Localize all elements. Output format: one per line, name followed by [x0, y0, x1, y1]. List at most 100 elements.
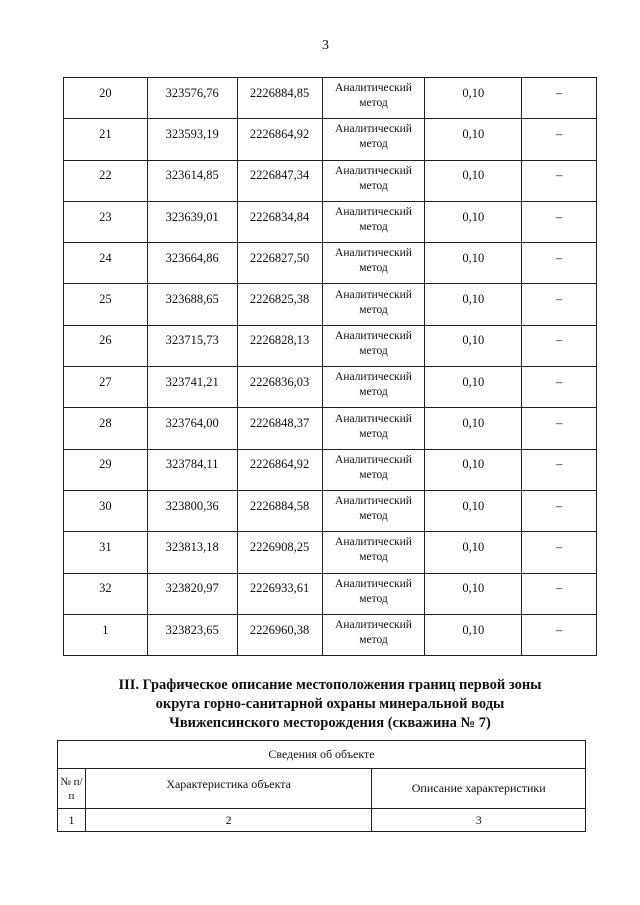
table-row: 26 323715,73 2226828,13 Аналитический метод… [63, 324, 597, 368]
point-number-cell: 22 [63, 159, 148, 202]
y-coordinate-cell: 2226828,13 [236, 324, 323, 368]
x-coordinate-cell: 323614,85 [146, 159, 238, 202]
accuracy-cell: 0,10 [424, 324, 523, 368]
accuracy-cell: 0,10 [424, 283, 523, 326]
accuracy-cell: 0,10 [424, 76, 523, 120]
accuracy-cell: 0,10 [424, 572, 523, 615]
accuracy-cell: 0,10 [424, 531, 523, 574]
method-cell: Аналитический метод [321, 283, 426, 326]
coordinates-table: 20 323576,76 2226884,85 Аналитический метод… [63, 76, 597, 657]
x-coordinate-cell: 323764,00 [146, 407, 238, 450]
accuracy-cell: 0,10 [424, 489, 523, 533]
method-cell: Аналитический метод [321, 76, 426, 120]
point-number-cell: 29 [63, 448, 148, 491]
y-coordinate-cell: 2226847,34 [236, 159, 323, 202]
col-header-number: № п/п [57, 768, 86, 809]
y-coordinate-cell: 2226834,84 [236, 200, 323, 244]
table-row: 21 323593,19 2226864,92 Аналитический метод… [63, 118, 597, 161]
method-cell: Аналитический метод [321, 159, 426, 202]
object-table-title: Сведения об объекте [57, 740, 586, 769]
note-cell: – [521, 366, 597, 409]
accuracy-cell: 0,10 [424, 159, 523, 202]
x-coordinate-cell: 323800,36 [146, 489, 238, 533]
point-number-cell: 21 [63, 118, 148, 161]
accuracy-cell: 0,10 [424, 407, 523, 450]
table-row: 25 323688,65 2226825,38 Аналитический метод… [63, 283, 597, 326]
accuracy-cell: 0,10 [424, 200, 523, 244]
heading-line-2: округа горно-санитарной охраны минеральн… [155, 696, 505, 712]
y-coordinate-cell: 2226884,85 [236, 76, 323, 120]
method-cell: Аналитический метод [321, 324, 426, 368]
y-coordinate-cell: 2226960,38 [236, 613, 323, 657]
note-cell: – [521, 572, 597, 615]
method-cell: Аналитический метод [321, 613, 426, 657]
method-cell: Аналитический метод [321, 242, 426, 285]
point-number-cell: 25 [63, 283, 148, 326]
x-coordinate-cell: 323593,19 [146, 118, 238, 161]
x-coordinate-cell: 323715,73 [146, 324, 238, 368]
table-row: 28 323764,00 2226848,37 Аналитический метод… [63, 407, 597, 450]
note-cell: – [521, 159, 597, 202]
col-header-characteristic: Характеристика объекта [84, 768, 373, 809]
point-number-cell: 23 [63, 200, 148, 244]
heading-line-1: III. Графическое описание местоположения… [118, 677, 542, 693]
method-cell: Аналитический метод [321, 118, 426, 161]
note-cell: – [521, 200, 597, 244]
method-cell: Аналитический метод [321, 200, 426, 244]
table-row: 31 323813,18 2226908,25 Аналитический метод… [63, 531, 597, 574]
y-coordinate-cell: 2226933,61 [236, 572, 323, 615]
x-coordinate-cell: 323688,65 [146, 283, 238, 326]
note-cell: – [521, 118, 597, 161]
point-number-cell: 1 [63, 613, 148, 657]
object-info-table: Сведения об объекте № п/п Характеристика… [57, 740, 586, 832]
point-number-cell: 27 [63, 366, 148, 409]
y-coordinate-cell: 2226848,37 [236, 407, 323, 450]
point-number-cell: 31 [63, 531, 148, 574]
col-number-3: 3 [371, 808, 586, 832]
method-cell: Аналитический метод [321, 489, 426, 533]
col-header-description: Описание характеристики [371, 768, 586, 809]
x-coordinate-cell: 323813,18 [146, 531, 238, 574]
table-row: 20 323576,76 2226884,85 Аналитический метод… [63, 76, 597, 120]
note-cell: – [521, 489, 597, 533]
y-coordinate-cell: 2226864,92 [236, 448, 323, 491]
col-number-1: 1 [57, 808, 86, 832]
table-row: 22 323614,85 2226847,34 Аналитический метод… [63, 159, 597, 202]
method-cell: Аналитический метод [321, 366, 426, 409]
note-cell: – [521, 613, 597, 657]
method-cell: Аналитический метод [321, 448, 426, 491]
table-row: 23 323639,01 2226834,84 Аналитический метод… [63, 200, 597, 244]
x-coordinate-cell: 323820,97 [146, 572, 238, 615]
accuracy-cell: 0,10 [424, 448, 523, 491]
heading-line-3: Чвижепсинского месторождения (скважина №… [169, 715, 491, 731]
accuracy-cell: 0,10 [424, 118, 523, 161]
note-cell: – [521, 448, 597, 491]
point-number-cell: 30 [63, 489, 148, 533]
y-coordinate-cell: 2226836,03 [236, 366, 323, 409]
table-row: 1 323823,65 2226960,38 Аналитический метод 0… [63, 613, 597, 657]
point-number-cell: 32 [63, 572, 148, 615]
accuracy-cell: 0,10 [424, 613, 523, 657]
y-coordinate-cell: 2226884,58 [236, 489, 323, 533]
method-cell: Аналитический метод [321, 572, 426, 615]
table-row: 32 323820,97 2226933,61 Аналитический метод… [63, 572, 597, 615]
note-cell: – [521, 531, 597, 574]
method-cell: Аналитический метод [321, 531, 426, 574]
x-coordinate-cell: 323639,01 [146, 200, 238, 244]
section-heading: III. Графическое описание местоположения… [40, 676, 620, 733]
y-coordinate-cell: 2226827,50 [236, 242, 323, 285]
note-cell: – [521, 407, 597, 450]
table-row: 30 323800,36 2226884,58 Аналитический метод… [63, 489, 597, 533]
accuracy-cell: 0,10 [424, 366, 523, 409]
method-cell: Аналитический метод [321, 407, 426, 450]
y-coordinate-cell: 2226825,38 [236, 283, 323, 326]
y-coordinate-cell: 2226864,92 [236, 118, 323, 161]
point-number-cell: 20 [63, 76, 148, 120]
x-coordinate-cell: 323664,86 [146, 242, 238, 285]
accuracy-cell: 0,10 [424, 242, 523, 285]
table-row: 29 323784,11 2226864,92 Аналитический метод… [63, 448, 597, 491]
note-cell: – [521, 283, 597, 326]
x-coordinate-cell: 323784,11 [146, 448, 238, 491]
table-row: 27 323741,21 2226836,03 Аналитический метод… [63, 366, 597, 409]
note-cell: – [521, 242, 597, 285]
